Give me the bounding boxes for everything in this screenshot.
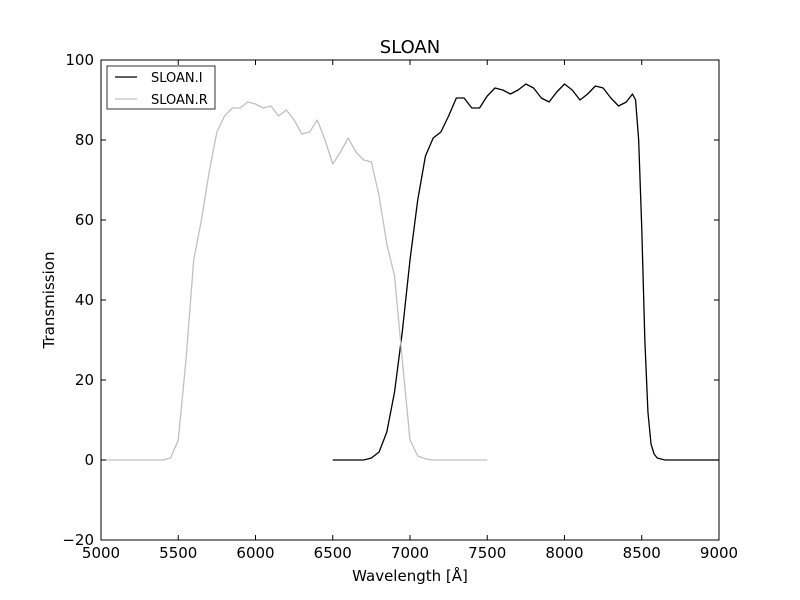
- y-tick-label: 60: [75, 211, 94, 229]
- x-axis: 5000 5500 6000 6500 7000 7500 8000 8500 9000: [82, 60, 738, 562]
- x-tick-label: 5000: [82, 544, 120, 562]
- x-tick-label: 6000: [236, 544, 274, 562]
- x-tick-label: 9000: [700, 544, 738, 562]
- y-tick-label: 20: [75, 371, 94, 389]
- y-tick-label: 40: [75, 291, 94, 309]
- x-tick-label: 8000: [545, 544, 583, 562]
- chart-title: SLOAN: [380, 37, 440, 58]
- series-line-sloan-r: [101, 101, 488, 461]
- legend-label-sloan-r: SLOAN.R: [151, 93, 208, 108]
- y-axis-label: Transmission: [40, 252, 58, 350]
- legend-label-sloan-i: SLOAN.I: [151, 71, 203, 86]
- x-tick-label: 5500: [159, 544, 197, 562]
- x-tick-label: 7000: [391, 544, 429, 562]
- legend: SLOAN.I SLOAN.R: [106, 65, 216, 110]
- legend-box: [106, 65, 216, 110]
- x-tick-label: 7500: [468, 544, 506, 562]
- y-axis: −20 0 20 40 60 80 100: [62, 51, 719, 549]
- x-tick-label: 6500: [314, 544, 352, 562]
- y-tick-label: 100: [65, 51, 94, 69]
- y-tick-label: −20: [62, 531, 94, 549]
- x-axis-label: Wavelength [Å]: [352, 566, 468, 585]
- series-line-sloan-i: [332, 83, 719, 461]
- x-tick-label: 8500: [623, 544, 661, 562]
- y-tick-label: 0: [84, 451, 94, 469]
- series-layer: [101, 83, 719, 461]
- y-tick-label: 80: [75, 131, 94, 149]
